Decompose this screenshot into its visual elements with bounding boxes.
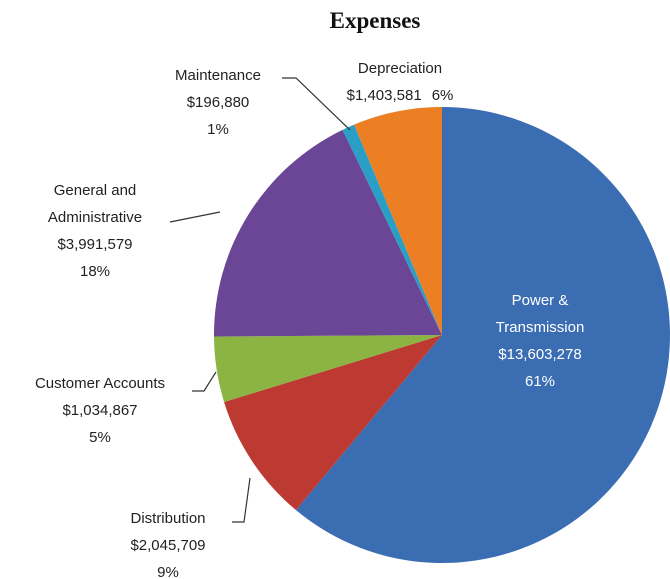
- leader-line: [169, 211, 221, 223]
- value-label: $2,045,709: [130, 537, 206, 554]
- pie-slice: [342, 124, 442, 336]
- slice-label: Maintenance $196,880 1%: [148, 62, 288, 143]
- value-label: $1,034,867: [62, 402, 138, 419]
- slice-label: Distribution $2,045,709 9%: [98, 505, 238, 579]
- category-label: Power & Transmission: [495, 292, 585, 336]
- leader-lines: [169, 77, 351, 523]
- pie-slice: [214, 129, 442, 337]
- pie: [214, 107, 670, 563]
- pie-slice: [214, 335, 442, 403]
- percentage-label: 6%: [431, 87, 454, 104]
- value-label: $13,603,278: [498, 346, 582, 363]
- pie-slice: [295, 107, 670, 563]
- percentage-label: 5%: [89, 429, 111, 446]
- category-label: Maintenance: [175, 67, 261, 84]
- category-label: Depreciation: [357, 60, 443, 77]
- leader-line: [282, 77, 351, 131]
- category-label: Distribution: [130, 510, 206, 527]
- leader-line: [232, 477, 251, 523]
- slice-label: Customer Accounts $1,034,867 5%: [5, 370, 195, 451]
- leader-line: [192, 371, 217, 392]
- pie-slice: [354, 107, 442, 335]
- category-label: General and Administrative: [47, 182, 143, 226]
- percentage-label: 18%: [79, 263, 111, 280]
- pie-slice: [224, 335, 442, 511]
- percentage-label: 61%: [524, 373, 556, 390]
- category-label: Customer Accounts: [34, 375, 166, 392]
- percentage-label: 1%: [207, 121, 229, 138]
- percentage-label: 9%: [157, 564, 179, 579]
- slice-label: General and Administrative $3,991,579 18%: [20, 177, 170, 285]
- slice-label: Power & Transmission $13,603,278 61%: [470, 287, 610, 395]
- value-label: $1,403,581: [346, 87, 422, 104]
- value-row: $1,403,581 6%: [320, 82, 480, 109]
- value-label: $196,880: [186, 94, 250, 111]
- value-label: $3,991,579: [57, 236, 133, 253]
- slice-label: Depreciation $1,403,581 6%: [320, 55, 480, 109]
- chart-title: Expenses: [329, 8, 421, 33]
